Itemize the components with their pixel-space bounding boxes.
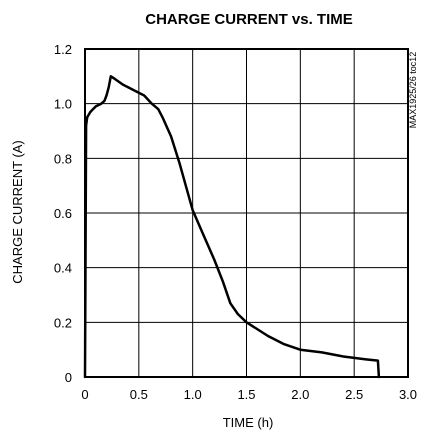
y-tick-label: 0.8 — [54, 151, 72, 166]
y-axis-label: CHARGE CURRENT (A) — [10, 140, 25, 284]
y-tick-label: 1.0 — [54, 97, 72, 112]
series-line — [83, 75, 381, 379]
y-tick-label: 0.6 — [54, 206, 72, 221]
x-tick-labels: 0 0.5 1.0 1.5 2.0 2.5 3.0 — [81, 387, 417, 402]
x-tick-label: 0.5 — [130, 387, 148, 402]
y-tick-label: 0.4 — [54, 261, 72, 276]
x-tick-label: 1.0 — [184, 387, 202, 402]
part-code-label: MAX1925/26 toc12 — [408, 52, 418, 129]
x-tick-label: 2.0 — [291, 387, 309, 402]
x-tick-label: 2.5 — [345, 387, 363, 402]
y-tick-label: 0.2 — [54, 315, 72, 330]
y-tick-label: 1.2 — [54, 42, 72, 57]
y-tick-label: 0 — [65, 370, 72, 385]
y-tick-labels: 0 0.2 0.4 0.6 0.8 1.0 1.2 — [54, 42, 72, 385]
chart-title: CHARGE CURRENT vs. TIME — [145, 11, 353, 28]
x-tick-label: 3.0 — [399, 387, 417, 402]
x-axis-label: TIME (h) — [223, 415, 274, 430]
x-tick-label: 1.5 — [237, 387, 255, 402]
x-tick-label: 0 — [81, 387, 88, 402]
grid — [85, 49, 408, 377]
